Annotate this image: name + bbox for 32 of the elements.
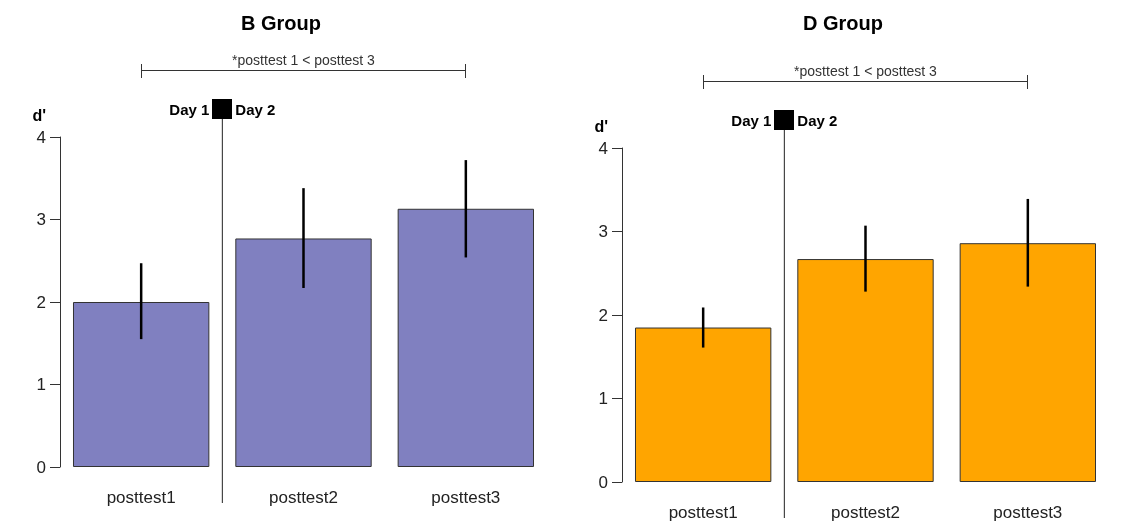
y-tick-label: 2 — [598, 305, 608, 325]
bar — [634, 327, 772, 482]
text: Day 1 — [731, 111, 772, 129]
text: *posttest 1 < posttest 3 — [794, 63, 938, 79]
chart-title: B Group — [241, 12, 321, 34]
y-tick-label: 0 — [36, 457, 46, 477]
y-tick-label: 1 — [36, 375, 46, 394]
x-tick-label: posttest1 — [106, 488, 176, 507]
y-axis-title: d' — [594, 117, 608, 135]
text: Day 2 — [797, 111, 838, 129]
y-tick-label: 3 — [598, 222, 608, 241]
y-tick-label: 3 — [36, 210, 46, 229]
x-tick-label: posttest1 — [668, 503, 738, 522]
x-tick-label: posttest2 — [269, 488, 338, 507]
y-tick-label: 2 — [36, 292, 46, 312]
text: *posttest 1 < posttest 3 — [232, 52, 376, 68]
chart-title: D Group — [803, 12, 883, 34]
y-axis-title: d' — [32, 106, 46, 124]
bar — [235, 238, 372, 467]
y-tick-label: 4 — [598, 138, 608, 158]
bar — [959, 243, 1097, 482]
y-tick-label: 0 — [598, 472, 608, 492]
x-tick-label: posttest3 — [993, 503, 1063, 522]
y-tick-label: 1 — [598, 389, 608, 408]
bar — [797, 259, 934, 482]
x-tick-label: posttest3 — [431, 488, 501, 507]
x-tick-label: posttest2 — [831, 503, 900, 522]
text: Day 1 — [169, 100, 210, 118]
bar — [397, 208, 535, 467]
y-tick-label: 4 — [36, 127, 46, 147]
bar — [72, 302, 210, 467]
text: Day 2 — [235, 100, 276, 118]
